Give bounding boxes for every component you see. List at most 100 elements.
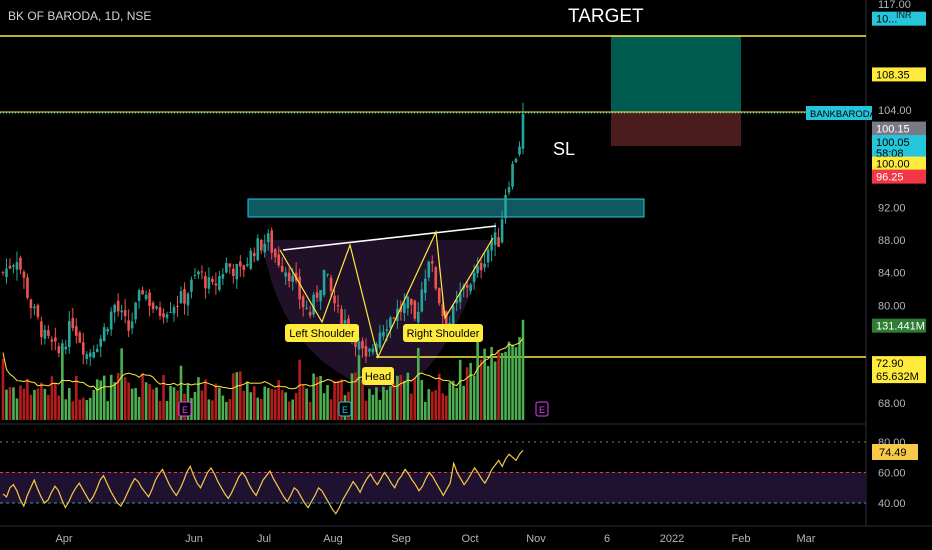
candle-body — [19, 257, 22, 270]
earnings-marker[interactable]: E — [535, 401, 549, 417]
candle-body — [368, 348, 371, 352]
candle-body — [228, 263, 232, 267]
left-shoulder-label: Left Shoulder — [289, 328, 355, 340]
price-tag: 108.35 — [872, 67, 926, 82]
volume-bar — [472, 375, 476, 420]
volume-bar — [109, 374, 113, 420]
candle-body — [444, 311, 448, 324]
time-tick-label: Aug — [323, 533, 343, 545]
volume-bar — [106, 401, 109, 420]
candle-body — [158, 307, 162, 316]
volume-bar — [22, 388, 26, 420]
volume-bar — [1, 358, 5, 420]
volume-bar — [514, 347, 518, 420]
candle-body — [427, 261, 431, 278]
volume-bar — [155, 387, 158, 420]
volume-bar — [430, 391, 434, 420]
volume-bar — [486, 366, 490, 420]
svg-text:100.00: 100.00 — [876, 159, 910, 171]
volume-bar — [263, 386, 267, 420]
volume-bar — [403, 380, 406, 420]
candle-body — [36, 305, 40, 317]
candle-body — [99, 338, 103, 347]
time-tick-label: Jul — [257, 533, 271, 545]
price-tag: 100.00 — [872, 156, 926, 171]
volume-bar — [354, 372, 357, 420]
volume-bar — [172, 387, 176, 420]
candle-body — [68, 320, 71, 348]
rsi-tick-label: 60.00 — [878, 468, 906, 480]
candle-body — [479, 263, 483, 271]
candle-body — [245, 264, 249, 266]
candle-body — [92, 352, 96, 358]
volume-bar — [176, 390, 179, 420]
volume-bar — [127, 382, 130, 420]
volume-bar — [78, 399, 82, 420]
candle-body — [371, 348, 375, 353]
target-box — [611, 36, 741, 112]
volume-bar — [137, 396, 141, 420]
volume-bar — [434, 390, 438, 420]
candle-body — [57, 346, 61, 354]
volume-bar — [252, 386, 256, 420]
symbol-title: BK OF BARODA, 1D, NSE — [8, 9, 151, 23]
volume-bar — [427, 389, 431, 420]
volume-bar — [497, 350, 500, 420]
earnings-marker[interactable]: E — [338, 401, 352, 417]
volume-bar — [141, 373, 144, 420]
volume-bar — [211, 400, 214, 420]
candle-body — [497, 237, 500, 247]
volume-bar — [47, 394, 50, 420]
candle-body — [232, 268, 235, 277]
earnings-marker[interactable]: E — [178, 401, 192, 417]
price-tag: 72.90 — [872, 356, 926, 371]
volume-bar — [382, 386, 385, 420]
volume-bar — [99, 380, 103, 420]
volume-bar — [511, 344, 514, 420]
price-tags: 108.35100.15100.0558:08100.0096.25131.44… — [872, 11, 926, 384]
volume-bar — [448, 382, 452, 420]
svg-text:108.35: 108.35 — [876, 69, 910, 81]
right-shoulder-label: Right Shoulder — [407, 328, 480, 340]
volume-bar — [392, 382, 396, 420]
candle-body — [423, 278, 427, 294]
candle-body — [204, 275, 207, 289]
candle-body — [141, 290, 144, 295]
candle-body — [95, 348, 99, 353]
volume-bar — [273, 389, 277, 420]
price-tick-label: 104.00 — [878, 105, 912, 117]
candle-body — [5, 268, 8, 278]
svg-text:E: E — [342, 405, 348, 415]
price-tick-label: 88.00 — [878, 235, 906, 247]
candle-body — [273, 249, 277, 258]
candle-body — [242, 265, 246, 271]
volume-bar — [148, 384, 151, 420]
candle-body — [357, 341, 361, 350]
volume-bar — [305, 388, 308, 420]
candle-body — [493, 232, 497, 245]
volume-bar — [357, 355, 361, 420]
volume-bar — [375, 387, 378, 420]
volume-bar — [315, 376, 319, 420]
volume-bar — [64, 399, 68, 420]
candle-body — [113, 304, 116, 313]
candle-body — [71, 318, 75, 329]
price-tag: 96.25 — [872, 169, 926, 184]
time-axis-ticks: Apr Jun Jul Aug Sep Oct Nov 6 2022 Feb Mar — [55, 533, 815, 545]
volume-bar — [43, 388, 47, 420]
volume-bar — [333, 381, 336, 420]
candle-body — [33, 306, 36, 309]
candle-body — [315, 292, 319, 298]
candle-body — [305, 307, 308, 309]
svg-text:100.15: 100.15 — [876, 124, 910, 136]
volume-bar — [521, 319, 525, 420]
candle-body — [378, 332, 382, 348]
volume-bar — [413, 378, 417, 420]
candle-body — [179, 291, 183, 304]
svg-text:E: E — [182, 405, 188, 415]
candle-body — [458, 292, 462, 303]
candle-body — [403, 303, 406, 313]
volume-bar — [12, 387, 15, 420]
volume-bar — [218, 387, 221, 420]
